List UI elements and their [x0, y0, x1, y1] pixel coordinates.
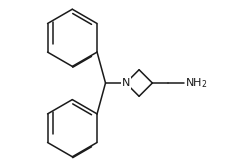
Text: NH$_2$: NH$_2$: [185, 76, 207, 90]
Text: N: N: [122, 78, 130, 88]
